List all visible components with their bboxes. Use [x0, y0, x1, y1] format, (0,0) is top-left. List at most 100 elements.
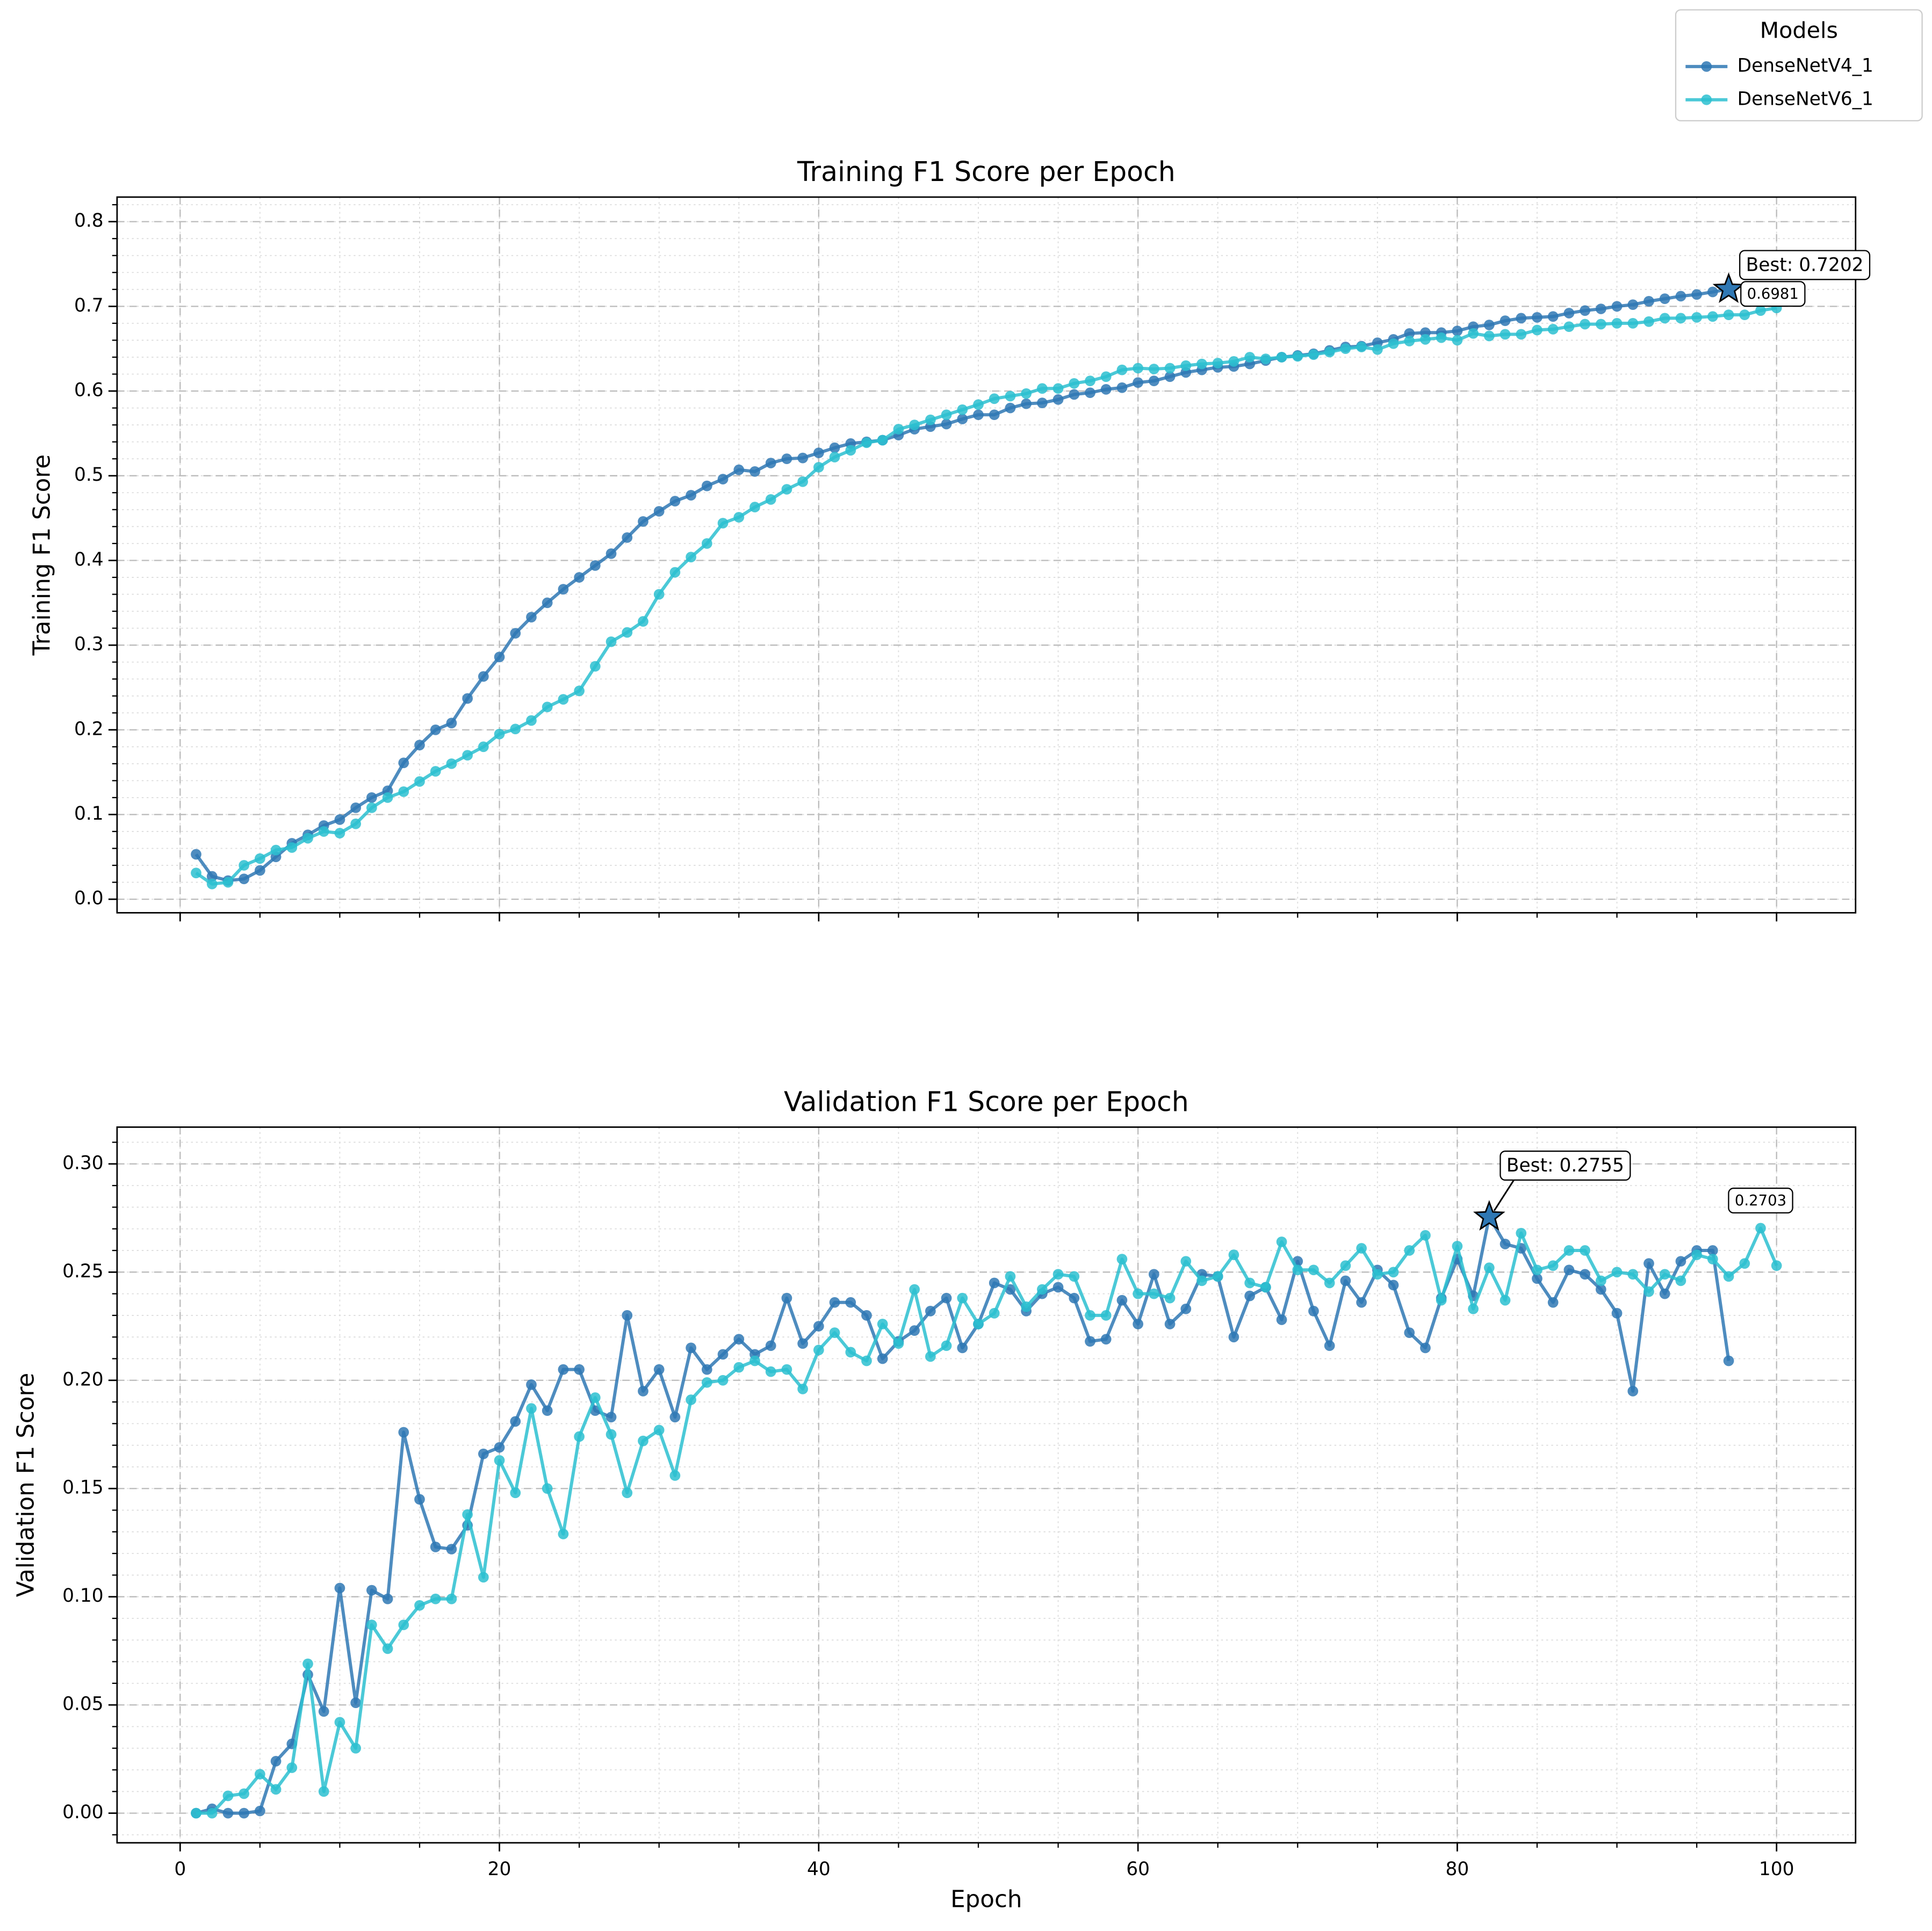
data-point [302, 833, 313, 844]
data-point [989, 1277, 1000, 1289]
data-point [813, 447, 824, 458]
data-point [1739, 1258, 1750, 1269]
data-point [1532, 1264, 1542, 1276]
annotation-box [1739, 250, 1871, 280]
data-point [558, 694, 569, 705]
data-point [1627, 1386, 1639, 1397]
data-point [957, 1342, 968, 1354]
data-point [1228, 1332, 1239, 1343]
data-point [701, 1364, 712, 1375]
data-point [1643, 1258, 1654, 1269]
data-point [430, 724, 441, 735]
data-point [653, 1364, 665, 1375]
data-point [334, 1582, 345, 1594]
data-point [542, 1483, 553, 1494]
data-point [254, 853, 265, 864]
data-point [1611, 1267, 1623, 1278]
data-point [1563, 308, 1575, 319]
data-point [653, 589, 665, 600]
data-point [1404, 1327, 1415, 1339]
data-point [813, 1344, 824, 1356]
legend-marker [1701, 61, 1712, 72]
data-point [1021, 388, 1032, 399]
data-point [1404, 1245, 1415, 1256]
data-point [1196, 1275, 1207, 1286]
data-point [1771, 1260, 1782, 1271]
data-point [1164, 363, 1176, 374]
data-point [558, 1528, 569, 1539]
data-point [478, 671, 489, 682]
data-point [286, 1762, 298, 1773]
data-point [1707, 311, 1718, 322]
y-tick-label: 0.30 [62, 1152, 104, 1174]
data-point [1308, 1305, 1319, 1317]
data-point [749, 502, 760, 512]
series-line [194, 287, 1729, 883]
data-point [1723, 309, 1734, 320]
data-point [366, 1619, 377, 1630]
data-point [941, 418, 952, 430]
data-point [382, 1643, 393, 1654]
data-point [318, 826, 329, 837]
data-point [1116, 1254, 1128, 1265]
plot: 0 20 40 60 80 100 0.00 0.05 0.10 0.15 0.20 0.25 0.30… [12, 1086, 1857, 1913]
data-point [1324, 1340, 1335, 1351]
data-point [1021, 398, 1032, 409]
data-point [1085, 387, 1095, 399]
data-point [254, 1805, 265, 1817]
data-point [1100, 1334, 1112, 1345]
data-point [1324, 346, 1335, 358]
data-point [478, 1572, 489, 1583]
data-point [1611, 318, 1623, 329]
x-tick-label: 20 [488, 1858, 511, 1880]
data-point [462, 693, 473, 704]
data-point [1563, 1264, 1575, 1276]
data-point [318, 1786, 329, 1797]
data-point [1356, 1297, 1367, 1308]
data-point [941, 1292, 952, 1304]
data-point [701, 538, 712, 549]
data-point [1196, 358, 1207, 370]
data-point [1691, 1249, 1702, 1260]
data-point [510, 1487, 521, 1499]
data-point [797, 1338, 808, 1349]
data-point [1260, 1282, 1271, 1293]
data-point [1180, 360, 1192, 371]
data-point [1420, 334, 1431, 345]
data-point [1420, 1230, 1431, 1241]
data-point [717, 1375, 729, 1386]
data-point [1691, 289, 1702, 300]
data-point [589, 560, 601, 571]
data-point [398, 1427, 409, 1438]
data-point [1404, 328, 1415, 339]
annotation-box [1500, 1151, 1631, 1181]
data-point [1611, 1308, 1623, 1319]
data-point [1516, 329, 1527, 340]
data-point [1164, 1319, 1176, 1329]
data-point [446, 1544, 457, 1554]
data-point [478, 741, 489, 753]
data-point [765, 1366, 776, 1377]
data-point [1036, 383, 1048, 394]
annotation-box [1740, 281, 1806, 307]
y-axis-label: Training F1 Score [28, 454, 55, 656]
data-point [1436, 332, 1447, 343]
data-point [1085, 1310, 1095, 1321]
data-point [1404, 336, 1415, 346]
data-point [1580, 305, 1590, 316]
data-point [686, 552, 696, 562]
data-point [638, 616, 648, 627]
data-point [1659, 1269, 1670, 1280]
data-point [893, 424, 904, 435]
data-point [1547, 324, 1559, 335]
data-point [1052, 394, 1064, 405]
y-tick-label: 0.7 [74, 295, 104, 316]
data-point [973, 409, 984, 421]
data-point [829, 1297, 840, 1308]
data-point [446, 1593, 457, 1604]
data-point [510, 724, 521, 735]
data-point [366, 792, 377, 803]
data-point [1228, 356, 1239, 367]
data-point [526, 1379, 537, 1390]
data-point [941, 409, 952, 421]
